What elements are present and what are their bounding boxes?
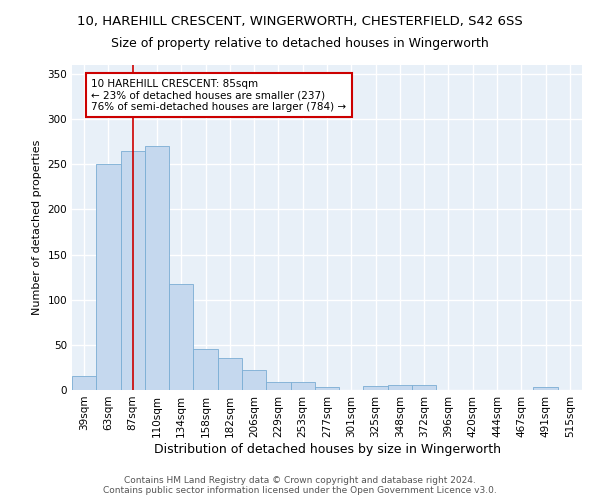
Bar	[412, 386, 436, 390]
Bar	[193, 350, 218, 390]
Text: Contains HM Land Registry data © Crown copyright and database right 2024.
Contai: Contains HM Land Registry data © Crown c…	[103, 476, 497, 495]
Bar	[290, 382, 315, 390]
Bar	[388, 386, 412, 390]
Bar	[266, 382, 290, 390]
Bar	[121, 151, 145, 390]
Y-axis label: Number of detached properties: Number of detached properties	[32, 140, 42, 315]
Bar	[145, 146, 169, 390]
Text: 10, HAREHILL CRESCENT, WINGERWORTH, CHESTERFIELD, S42 6SS: 10, HAREHILL CRESCENT, WINGERWORTH, CHES…	[77, 15, 523, 28]
Bar	[533, 388, 558, 390]
Bar	[169, 284, 193, 390]
Bar	[315, 388, 339, 390]
Bar	[242, 370, 266, 390]
Text: 10 HAREHILL CRESCENT: 85sqm
← 23% of detached houses are smaller (237)
76% of se: 10 HAREHILL CRESCENT: 85sqm ← 23% of det…	[91, 78, 347, 112]
Bar	[364, 386, 388, 390]
Bar	[72, 376, 96, 390]
X-axis label: Distribution of detached houses by size in Wingerworth: Distribution of detached houses by size …	[154, 442, 500, 456]
Bar	[218, 358, 242, 390]
Bar	[96, 164, 121, 390]
Text: Size of property relative to detached houses in Wingerworth: Size of property relative to detached ho…	[111, 38, 489, 51]
